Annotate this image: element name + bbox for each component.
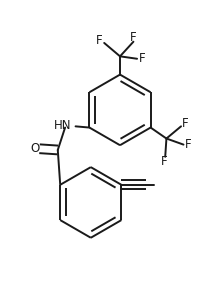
Text: HN: HN [54,119,71,132]
Text: F: F [161,155,167,168]
Text: F: F [139,52,145,65]
Text: F: F [185,138,192,151]
Text: F: F [182,118,189,130]
Text: F: F [130,31,137,44]
Text: O: O [30,142,39,155]
Text: F: F [95,35,102,48]
